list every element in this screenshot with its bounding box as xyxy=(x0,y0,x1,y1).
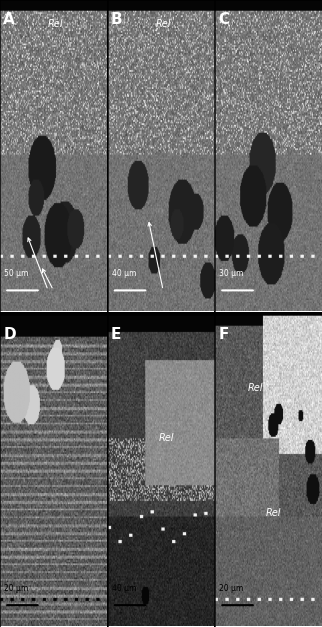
Text: E: E xyxy=(111,327,121,342)
Text: A: A xyxy=(3,13,15,28)
Text: 20 μm: 20 μm xyxy=(4,584,29,593)
Text: Rel: Rel xyxy=(266,508,282,519)
Text: Rel: Rel xyxy=(48,19,63,29)
Text: 40 μm: 40 μm xyxy=(112,269,136,278)
Text: 40 μm: 40 μm xyxy=(112,584,136,593)
Text: Rel: Rel xyxy=(248,384,263,394)
Text: 50 μm: 50 μm xyxy=(4,269,29,278)
Text: F: F xyxy=(218,327,229,342)
Text: Rel: Rel xyxy=(156,19,171,29)
Text: C: C xyxy=(218,13,230,28)
Text: Rel: Rel xyxy=(159,433,174,443)
Text: 20 μm: 20 μm xyxy=(219,584,244,593)
Text: D: D xyxy=(3,327,16,342)
Text: 30 μm: 30 μm xyxy=(219,269,244,278)
Text: B: B xyxy=(111,13,122,28)
